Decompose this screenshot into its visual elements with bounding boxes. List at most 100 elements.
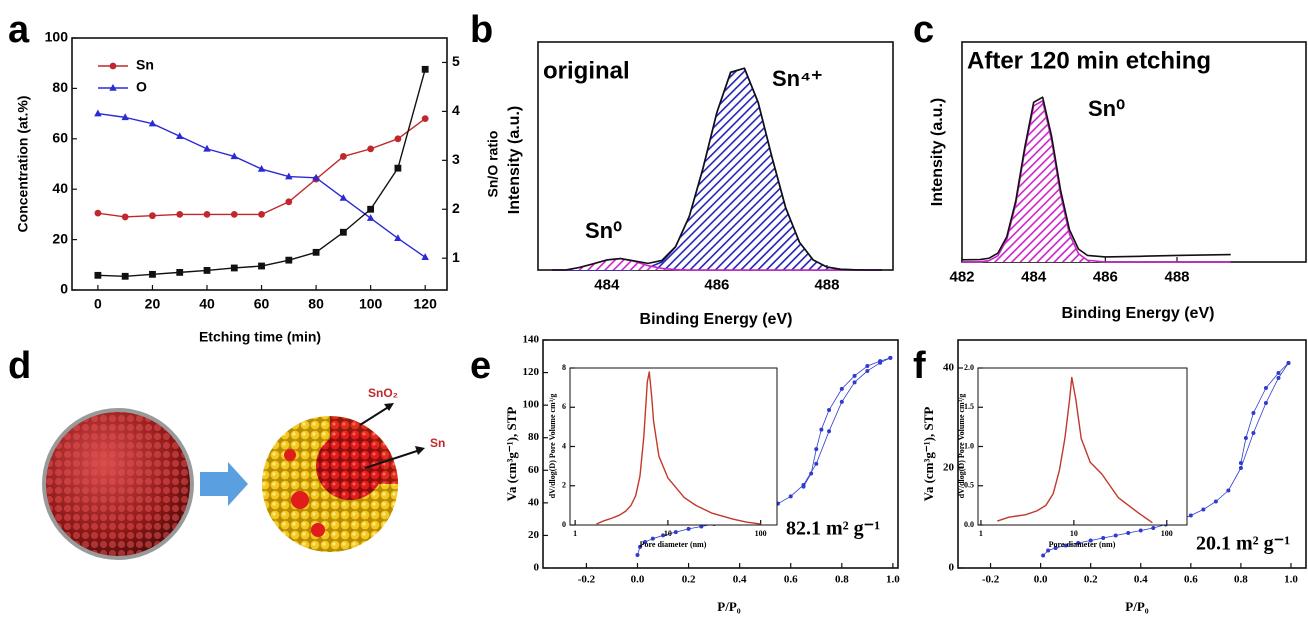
marker — [650, 536, 655, 541]
marker — [1041, 553, 1046, 558]
x-tick-label: 0 — [94, 295, 102, 311]
x-tick-label: 0.4 — [1134, 573, 1148, 585]
y-tick-label: 4 — [562, 441, 566, 450]
marker — [1113, 533, 1118, 538]
marker — [230, 152, 239, 160]
y2-tick-label: 2 — [452, 200, 460, 216]
marker — [230, 264, 238, 272]
x-tick-label: 60 — [254, 295, 270, 311]
process-arrow — [200, 462, 248, 506]
x-tick-label: 100 — [1161, 529, 1173, 538]
tin-patch — [311, 523, 325, 537]
marker — [203, 267, 211, 274]
marker — [1263, 401, 1268, 405]
x-tick-label: 40 — [199, 295, 215, 311]
x-tick-label: 100 — [755, 529, 767, 538]
y-tick-label: 60 — [52, 130, 68, 146]
marker — [367, 205, 375, 213]
y-tick-label: 40 — [528, 496, 540, 508]
marker — [865, 364, 870, 369]
marker — [312, 248, 320, 256]
marker — [1238, 461, 1243, 465]
marker — [203, 144, 211, 152]
marker — [814, 447, 819, 452]
diagram-label: SnO₂ — [368, 386, 398, 400]
marker — [1063, 543, 1068, 548]
marker — [176, 268, 184, 276]
x-tick-label: -0.2 — [982, 573, 1000, 585]
x-tick-label: 0.0 — [631, 573, 645, 585]
marker — [258, 262, 265, 270]
marker — [339, 153, 347, 160]
marker — [788, 494, 793, 499]
marker — [878, 359, 883, 364]
y-axis-label: Va (cm³g⁻¹), STP — [921, 407, 936, 502]
annotation: After 120 min etching — [967, 47, 1211, 74]
x-tick-label: 484 — [594, 276, 620, 293]
x-tick-label: 0.0 — [1034, 573, 1048, 585]
marker — [94, 209, 102, 217]
y-tick-label: 0.5 — [964, 481, 974, 490]
marker — [827, 429, 832, 434]
x-axis-label: Pore diameter (nm) — [1049, 540, 1116, 549]
panel-letter: b — [470, 9, 493, 51]
x-tick-label: 0.6 — [1184, 573, 1198, 585]
panel-letter: e — [470, 345, 491, 387]
marker — [230, 211, 238, 218]
panel-letter: a — [8, 9, 30, 51]
marker — [148, 119, 157, 127]
annotation: 20.1 m² g⁻¹ — [1196, 533, 1290, 555]
annotation: Sn⁴⁺ — [772, 66, 823, 91]
panel-letter: f — [913, 345, 926, 387]
plot-frame — [569, 367, 778, 526]
x-tick-label: 486 — [704, 276, 729, 293]
x-axis-label: P/P₀ — [717, 599, 740, 614]
y-tick-label: 0 — [60, 281, 68, 297]
x-axis-label: P/P₀ — [1125, 599, 1148, 614]
y-tick-label: 0 — [534, 562, 540, 574]
marker — [1138, 528, 1143, 533]
pointer-head — [415, 446, 425, 455]
marker — [257, 164, 266, 172]
marker — [366, 214, 375, 221]
x-axis-label: Binding Energy (eV) — [1062, 305, 1215, 322]
y-tick-label: 0 — [562, 520, 566, 529]
marker — [175, 132, 184, 139]
marker — [1213, 499, 1218, 504]
x-tick-label: 0.8 — [1234, 573, 1248, 585]
y-tick-label: 2 — [562, 481, 566, 490]
marker — [94, 271, 102, 279]
marker — [635, 552, 640, 557]
plot-frame — [977, 367, 1188, 526]
marker — [1243, 436, 1248, 440]
marker — [121, 272, 129, 280]
tin-core — [316, 432, 384, 500]
y-axis-label: dV/dlog(D) Pore Volume cm³/g — [957, 394, 966, 499]
marker — [121, 113, 129, 121]
marker — [852, 373, 857, 378]
y-tick-label: 80 — [528, 431, 540, 443]
x-tick-label: -0.2 — [578, 573, 596, 585]
y-tick-label: 120 — [523, 366, 540, 378]
marker — [421, 115, 429, 123]
y-tick-label: 140 — [523, 334, 540, 346]
marker — [421, 253, 429, 260]
panel-letter: c — [913, 9, 934, 51]
x-tick-label: 0.4 — [733, 573, 747, 585]
area — [961, 100, 1231, 263]
series-line — [596, 371, 761, 525]
marker — [1188, 513, 1193, 518]
x-tick-label: 0.2 — [1084, 573, 1098, 585]
marker — [285, 256, 293, 264]
x-tick-label: 0.8 — [835, 573, 849, 585]
y-tick-label: 20 — [52, 230, 68, 246]
tin-patch — [284, 449, 296, 461]
x-tick-label: 10 — [664, 529, 672, 538]
marker — [1076, 541, 1081, 545]
x-axis-label: Etching time (min) — [199, 329, 321, 345]
y-tick-label: 100 — [523, 399, 540, 411]
annotation: Sn⁰ — [585, 218, 622, 243]
marker — [121, 213, 129, 221]
marker — [394, 135, 402, 143]
